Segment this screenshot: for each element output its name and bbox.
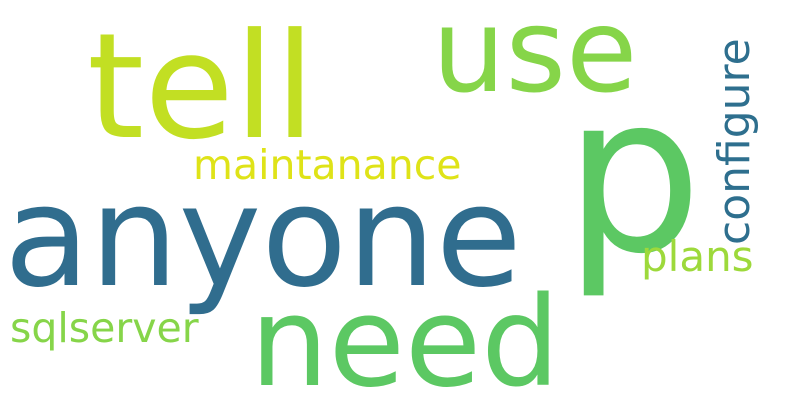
word-tell: tell bbox=[87, 2, 316, 172]
word-maintanance: maintanance bbox=[193, 141, 462, 189]
word-cloud: anyone p tell use need configure maintan… bbox=[4, 0, 760, 405]
word-plans: plans bbox=[641, 232, 754, 281]
word-configure: configure bbox=[709, 38, 760, 245]
word-use: use bbox=[432, 0, 638, 119]
word-anyone: anyone bbox=[4, 156, 522, 319]
word-need: need bbox=[250, 271, 560, 415]
word-p: p bbox=[564, 49, 703, 302]
word-sqlserver: sqlserver bbox=[10, 304, 199, 352]
